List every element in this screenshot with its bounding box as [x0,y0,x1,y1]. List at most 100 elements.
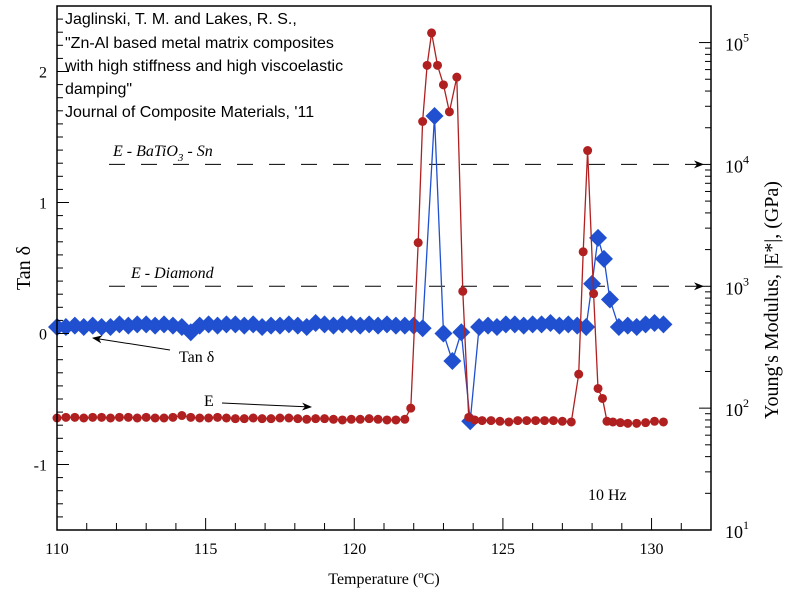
modulus-point [311,414,321,424]
tan-delta-point [434,324,453,343]
tan-delta-point [425,107,444,126]
modulus-point [658,417,668,427]
tan-delta-point [600,290,619,309]
series-layer [48,28,673,431]
frequency-label: 10 Hz [588,487,627,504]
modulus-point [641,418,651,428]
modulus-point [583,146,593,156]
e-annotation: E [204,393,214,410]
modulus-point [132,413,142,423]
y-right-tick-label: 103 [725,274,749,298]
modulus-point [566,417,576,427]
tan-delta-annotation: Tan δ [179,349,214,366]
modulus-point [88,412,98,422]
modulus-point [150,413,160,423]
tan-delta-point [413,319,432,338]
modulus-point [355,414,365,424]
modulus-point [413,238,423,248]
modulus-point [61,412,71,422]
y-left-tick-label: -1 [34,458,47,475]
y-right-tick-label: 105 [725,31,749,55]
modulus-point [159,413,169,423]
citation-line: Journal of Composite Materials, '11 [65,104,314,121]
modulus-point [168,412,178,422]
y-right-tick-label: 102 [725,396,749,420]
modulus-point [400,414,410,424]
modulus-point [382,415,392,425]
citation-line: damping" [65,81,132,98]
citation-line: "Zn-Al based metal matrix composites [65,35,334,52]
modulus-point [513,416,523,426]
modulus-point [495,416,505,426]
modulus-point [266,414,276,424]
modulus-point [248,413,258,423]
x-tick-label: 120 [342,541,366,558]
modulus-point [257,414,267,424]
modulus-point [578,247,588,257]
modulus-point [458,286,468,296]
modulus-point [373,414,383,424]
tan-delta-point [452,323,471,342]
modulus-point [195,413,205,423]
modulus-point [589,289,599,299]
x-tick-label: 125 [491,541,515,558]
modulus-point [486,416,496,426]
modulus-point [213,412,223,422]
modulus-point [177,411,187,421]
modulus-point [123,412,133,422]
x-tick-label: 115 [194,541,217,558]
y-left-axis-title: Tan δ [13,246,35,290]
axes-layer: 110 115 120 125 130 -1 0 1 2 101 102 103 104 105 [34,5,749,558]
modulus-point [557,416,567,426]
modulus-point [504,417,514,427]
modulus-point [531,416,541,426]
y-left-tick-label: 0 [39,327,47,344]
reference-lines [109,160,704,291]
tan-delta-point [654,315,673,334]
tan-delta-point [577,317,596,336]
modulus-point [548,416,558,426]
modulus-point [593,383,603,393]
x-axis-title: Temperature (oC) [328,569,439,588]
tan-delta-point [110,315,129,334]
modulus-point [470,415,480,425]
tan-delta-point [244,315,263,334]
modulus-point [597,393,607,403]
modulus-point [444,107,454,117]
y-left-tick-label: 1 [39,196,47,213]
modulus-point [293,414,303,424]
modulus-point [106,413,116,423]
citation-line: with high stiffness and high viscoelasti… [64,58,343,75]
tan-delta-point [443,352,462,371]
y-right-tick-label: 104 [725,152,749,176]
ref-label-batio3: E - BaTiO3 - Sn [112,143,213,164]
tan-delta-point [589,228,608,247]
modulus-point [632,418,642,428]
modulus-point [275,413,285,423]
modulus-point [422,60,432,70]
modulus-point [204,413,214,423]
modulus-point [540,416,550,426]
modulus-point [97,412,107,422]
tan-delta-arrow [92,335,171,351]
modulus-point [477,416,487,426]
modulus-point [239,414,249,424]
modulus-point [406,403,416,413]
modulus-point [186,412,196,422]
tan-delta-point [594,249,613,268]
modulus-point [608,417,618,427]
e-arrow [221,402,312,411]
modulus-point [650,416,660,426]
modulus-point [337,415,347,425]
modulus-point [433,60,443,70]
citation-line: Jaglinski, T. M. and Lakes, R. S., [65,11,297,28]
modulus-point [391,415,401,425]
modulus-point [320,414,330,424]
modulus-point [114,412,124,422]
modulus-point [438,80,448,90]
modulus-point [230,414,240,424]
modulus-point [615,418,625,428]
y-left-tick-label: 2 [39,65,47,82]
tan-delta-point [583,274,602,293]
